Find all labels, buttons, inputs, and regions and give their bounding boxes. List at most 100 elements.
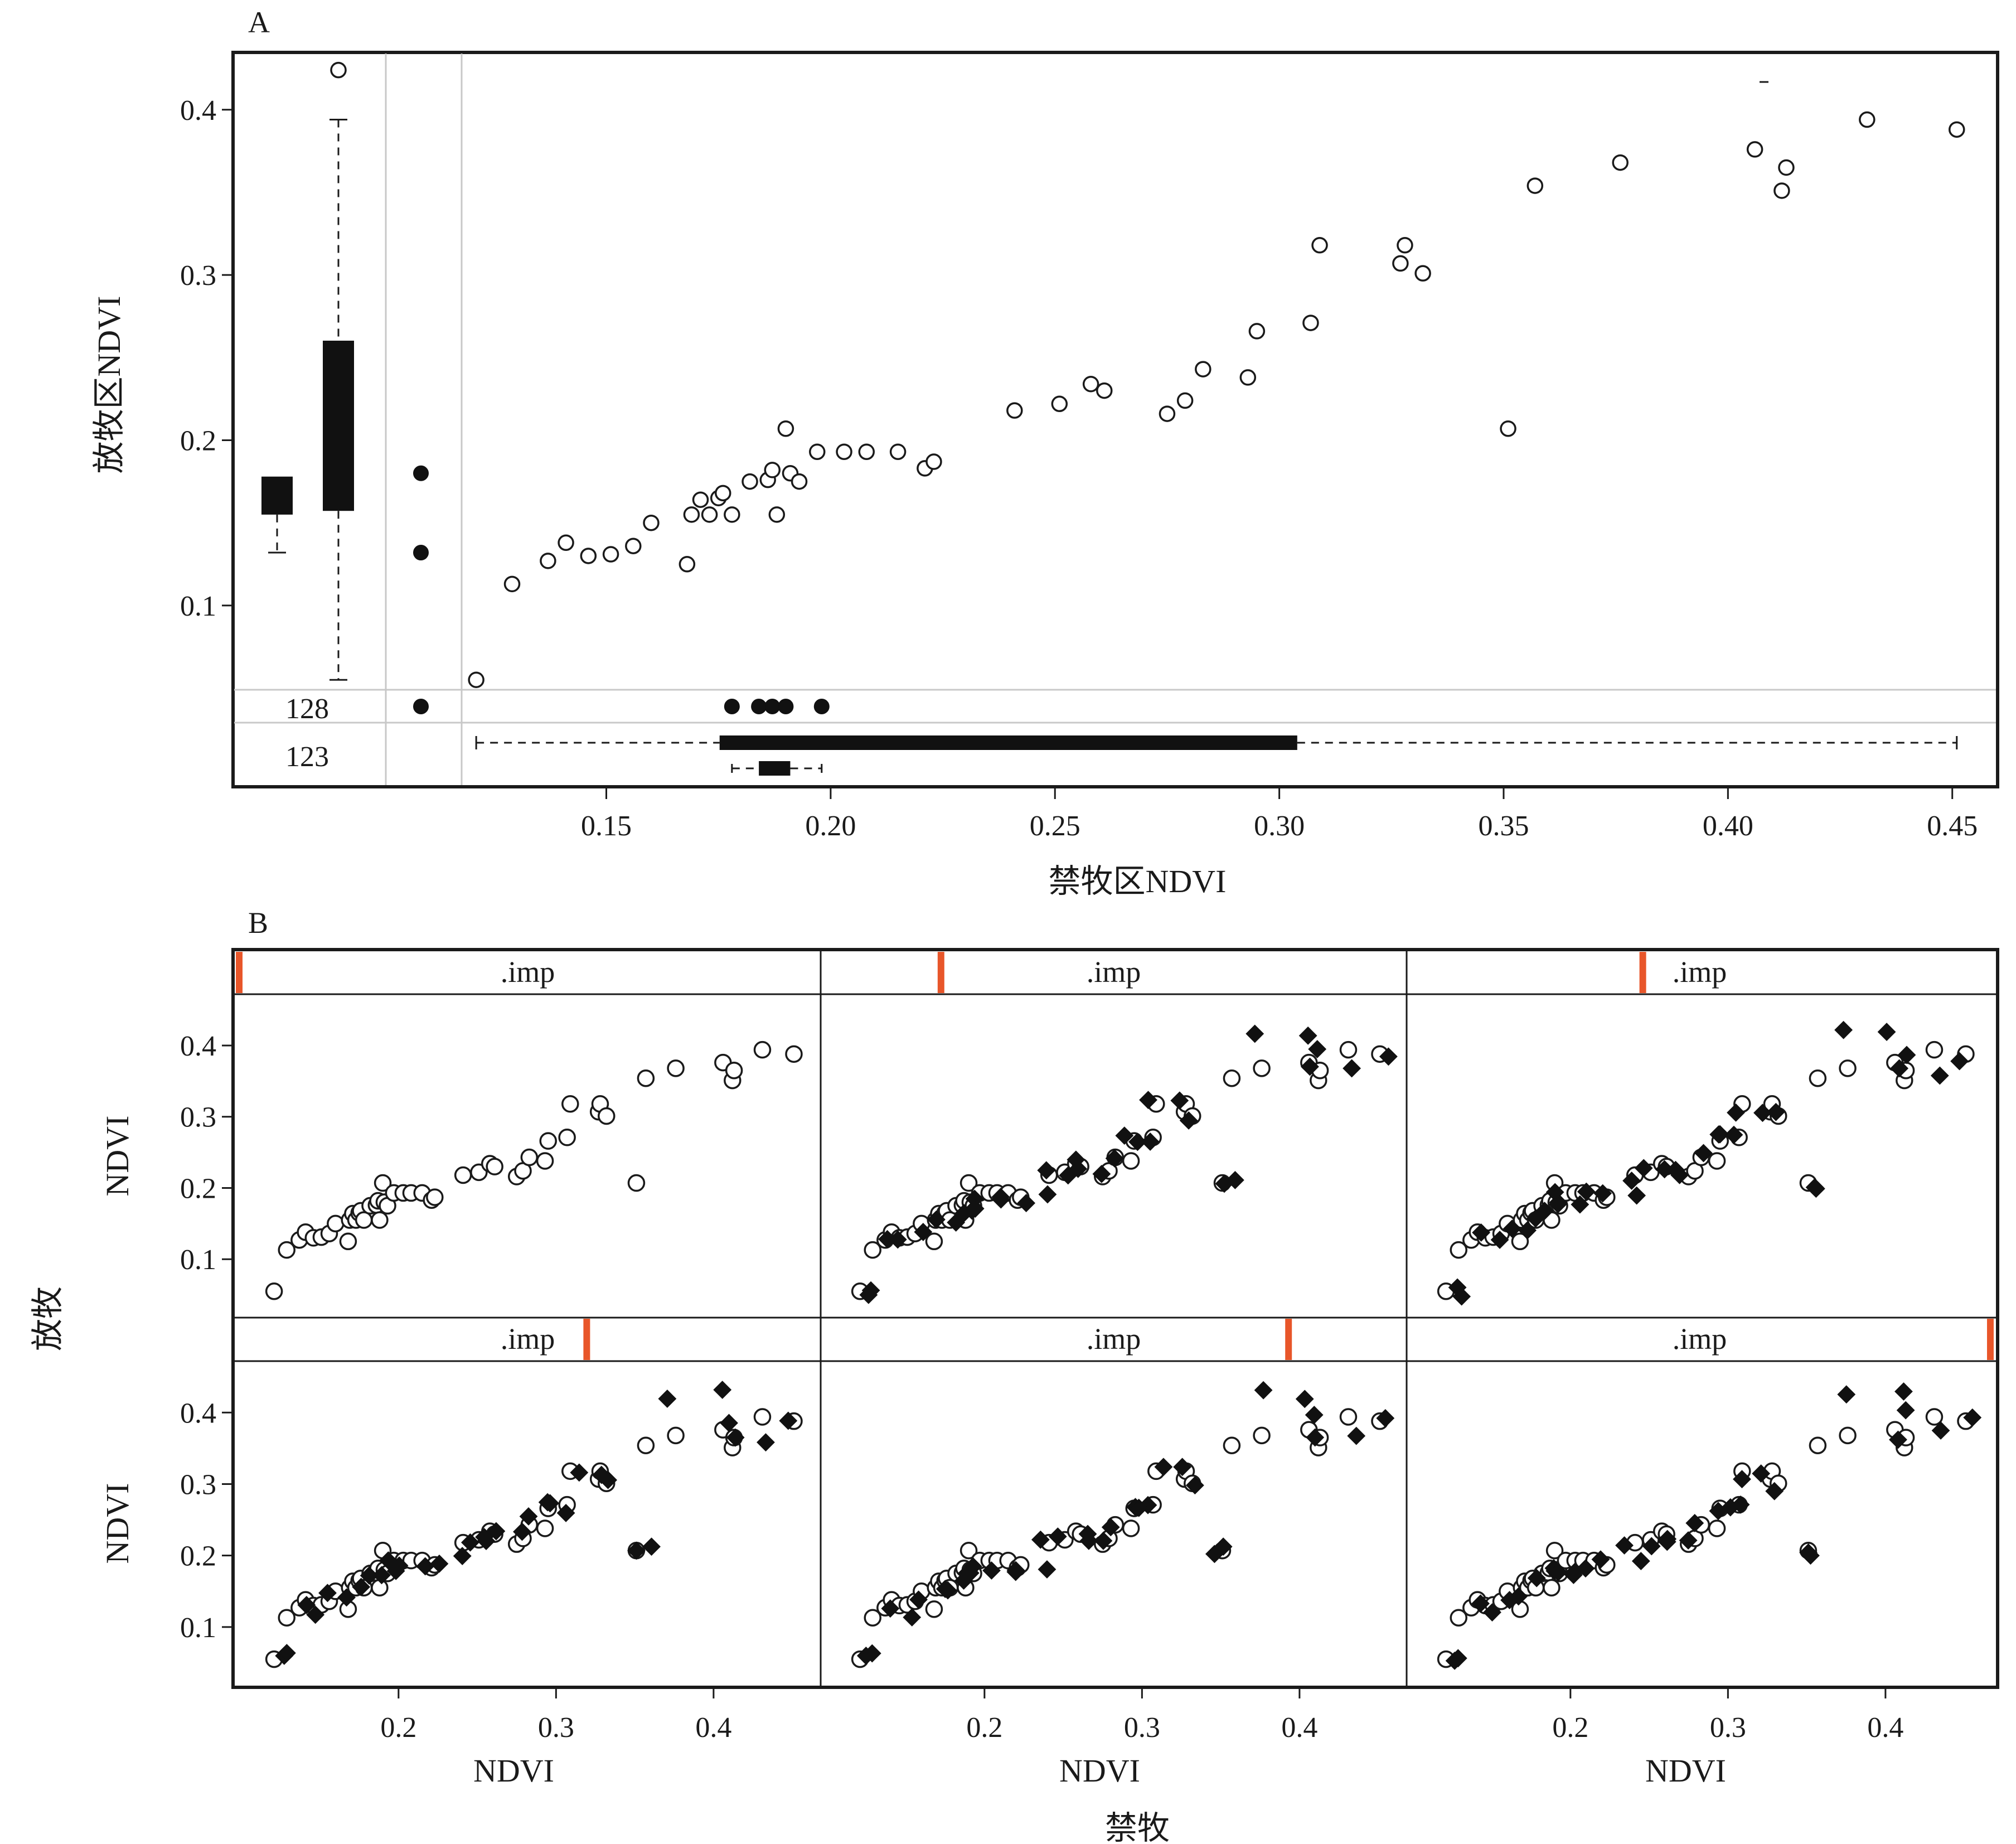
b-imputed-point [1931,1421,1950,1440]
scatter-point [643,514,660,531]
b-imputed-point [1185,1476,1204,1495]
b-imputed-point [570,1463,589,1482]
b-imputed-point [726,1428,745,1447]
b-imputed-point [1634,1159,1653,1178]
panel-a-x-label: 禁牧区NDVI [1049,863,1227,899]
scatter-point [1526,177,1544,194]
b-y-tick-label: 0.2 [180,1173,216,1204]
panel-b-marks: 0.1 0.2 0.3 0.4 NDVI .imp .imp .imp 0.1 0.2 0.3 0.4… [99,951,1996,1789]
strip-level-marker [236,952,243,993]
scatter-point [742,473,758,490]
b-imputed-point [541,1494,560,1513]
strip-label: .imp [1087,955,1141,989]
b-imputed-point [390,1556,409,1575]
b-imputed-point [1301,1057,1319,1076]
b-imputed-point [1806,1179,1825,1198]
b-observed-point [959,1541,978,1560]
scatter-point [540,553,556,569]
b-imputed-point [1577,1182,1596,1201]
b-imputed-point [1896,1401,1915,1420]
b-imputed-point [1094,1531,1113,1550]
b-imputed-point [1753,1104,1772,1122]
panel-a-marks: 0.1 0.2 0.3 0.4 0.15 0.20 0.25 0.30 0.35 0.40 0.45… [180,54,1996,842]
panel-b-frame [231,948,1999,1689]
b-imputed-point [1246,1024,1264,1043]
b-imputed-point [1765,1482,1784,1501]
b-observed-point [1839,1426,1857,1445]
b-x-tick-label: 0.3 [1710,1712,1746,1744]
b-imputed-point [903,1608,922,1627]
b-imputed-point [1445,1651,1464,1670]
y-box-outlier [330,61,347,79]
b-observed-point [1925,1040,1944,1059]
x-tick-label: 0.25 [1030,810,1080,842]
scatter-point [925,453,942,470]
scatter-point [1176,392,1194,409]
b-imputed-point [1503,1219,1521,1238]
b-imputed-point [1179,1111,1198,1130]
panel-b-outer-x-label: 禁牧 [1105,1810,1170,1844]
b-imputed-point [1752,1464,1771,1483]
b-imputed-point [1472,1223,1491,1242]
b-y-tick-label: 0.3 [180,1102,216,1134]
strip-level-marker [583,1319,590,1360]
b-imputed-point [475,1528,493,1547]
b-imputed-point [372,1566,391,1585]
b-imputed-point [1471,1594,1490,1613]
scatter-point [558,534,574,551]
b-observed-point [426,1188,444,1206]
b-imputed-point [318,1584,337,1603]
b-imputed-point [642,1537,661,1556]
scatter-point [625,538,642,554]
b-x-tick-label: 0.4 [695,1712,731,1744]
scatter-point [858,443,875,461]
scatter-point [889,443,907,461]
b-y-axis-label: NDVI [99,1483,135,1564]
b-imputed-point [1509,1587,1528,1606]
b-observed-point [1339,1408,1358,1426]
b-imputed-point [1642,1537,1661,1556]
b-imputed-point [859,1285,878,1304]
b-observed-point [785,1045,803,1063]
missing-count-128: 128 [285,693,329,725]
b-imputed-point [1837,1385,1856,1404]
b-x-tick-label: 0.3 [1124,1712,1160,1744]
b-imputed-point [1048,1527,1067,1546]
b-observed-point [1253,1059,1271,1077]
b-imputed-point [1037,1161,1056,1180]
missing-y-point [764,699,781,714]
strip-label: .imp [1673,955,1727,989]
scatter-point [602,546,619,563]
b-imputed-point [1038,1185,1057,1204]
b-imputed-point [1101,1518,1120,1537]
b-observed-point [864,1241,881,1259]
b-observed-point [637,1436,655,1455]
strip-level-marker [1639,952,1646,993]
scatter-point [1949,121,1965,138]
b-imputed-point [430,1554,449,1573]
b-y-tick-label: 0.1 [180,1244,216,1276]
b-imputed-point [881,1599,900,1618]
missing-box-body [261,476,293,515]
y-tick-label: 0.3 [180,260,216,292]
b-observed-point [925,1600,943,1618]
b-imputed-point [1685,1514,1704,1532]
b-observed-point [454,1166,472,1184]
b-imputed-point [1038,1560,1057,1579]
scatter-point [768,506,786,523]
x-tick-label: 0.20 [805,810,856,842]
b-imputed-point [1631,1552,1650,1570]
scatter-point [836,443,852,461]
b-imputed-point [1658,1532,1676,1551]
b-imputed-point [1877,1023,1896,1041]
scatter-point [679,556,696,573]
b-imputed-point [1622,1172,1641,1190]
b-y-axis-label: NDVI [99,1116,135,1197]
b-observed-point [355,1211,373,1229]
b-imputed-point [1115,1126,1134,1145]
b-imputed-point [1527,1569,1546,1588]
b-x-tick-label: 0.3 [538,1712,574,1744]
b-observed-point [1545,1541,1564,1560]
b-imputed-point [277,1644,296,1662]
